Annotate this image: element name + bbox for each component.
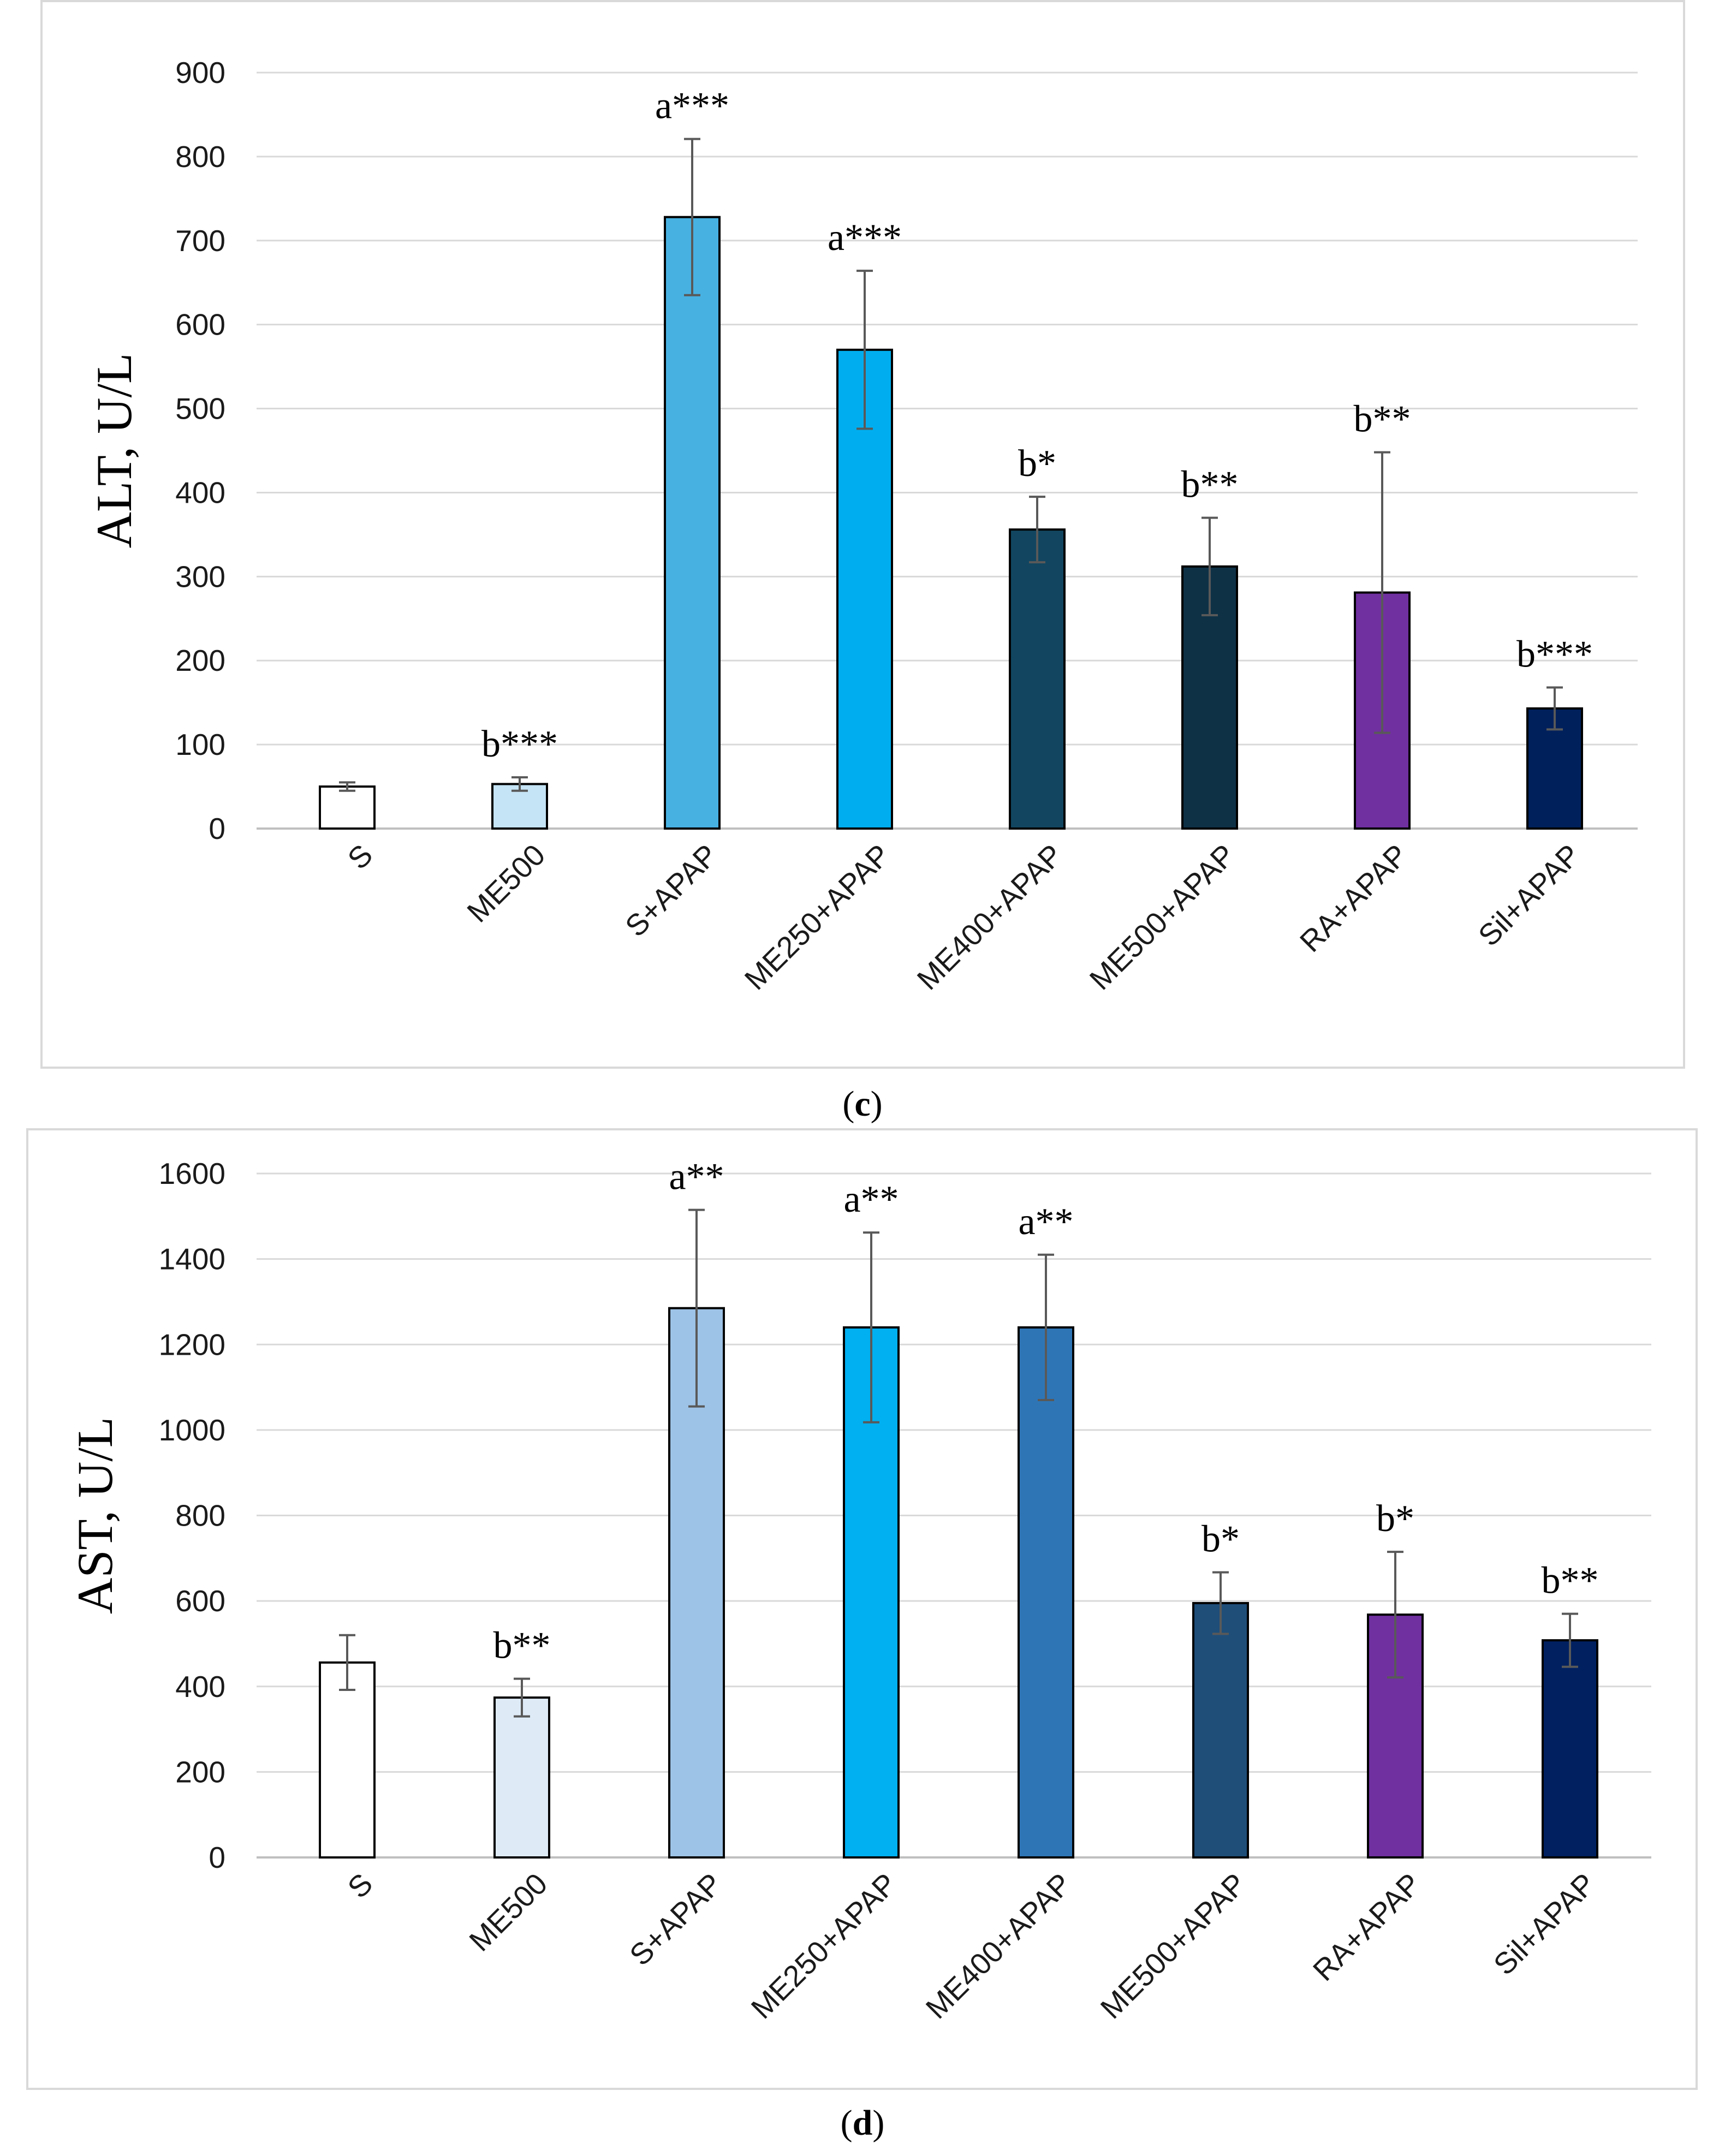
alt-significance-label: b** bbox=[1354, 398, 1411, 440]
panel-caption-d: (d) bbox=[840, 2103, 885, 2143]
ast-significance-label: a** bbox=[1018, 1201, 1073, 1243]
ast-significance-label: a** bbox=[669, 1156, 724, 1198]
ast-significance-label: b* bbox=[1201, 1518, 1240, 1561]
alt-y-tick-label: 400 bbox=[175, 475, 225, 509]
alt-significance-label: a*** bbox=[828, 217, 902, 259]
alt-y-tick-label: 600 bbox=[175, 308, 225, 342]
alt-y-tick-label: 900 bbox=[175, 56, 225, 90]
ast-y-tick-label: 600 bbox=[175, 1584, 225, 1618]
ast-bar-1 bbox=[319, 1661, 376, 1859]
alt-y-tick-label: 500 bbox=[175, 392, 225, 426]
ast-x-tick-label: ME500 bbox=[462, 1867, 554, 1958]
ast-y-tick-label: 1000 bbox=[159, 1413, 225, 1447]
ast-x-tick-label: S+APAP bbox=[623, 1867, 728, 1972]
ast-significance-label: b** bbox=[1542, 1560, 1599, 1602]
ast-bar-6 bbox=[1192, 1602, 1249, 1859]
ast-x-tick-label: Sil+APAP bbox=[1487, 1867, 1602, 1982]
alt-bar-3 bbox=[664, 216, 721, 830]
alt-significance-label: b*** bbox=[1516, 633, 1593, 675]
panel-caption-d-letter: d bbox=[852, 2103, 873, 2143]
alt-significance-label: b*** bbox=[481, 723, 558, 765]
ast-y-tick-label: 200 bbox=[175, 1755, 225, 1789]
alt-y-tick-label: 0 bbox=[209, 812, 225, 845]
alt-y-tick-label: 800 bbox=[175, 140, 225, 174]
ast-x-tick-label: RA+APAP bbox=[1306, 1867, 1427, 1987]
ast-y-axis-label: AST, U/L bbox=[67, 1417, 123, 1614]
alt-y-tick-label: 200 bbox=[175, 644, 225, 677]
alt-significance-label: b* bbox=[1018, 443, 1056, 485]
ast-y-tick-label: 800 bbox=[175, 1499, 225, 1533]
ast-y-tick-label: 1600 bbox=[159, 1157, 225, 1190]
ast-significance-label: a** bbox=[843, 1178, 899, 1220]
alt-y-tick-label: 700 bbox=[175, 224, 225, 258]
ast-y-tick-label: 0 bbox=[209, 1841, 225, 1874]
ast-bar-8 bbox=[1542, 1639, 1598, 1859]
panel-caption-c-letter: c bbox=[854, 1084, 871, 1124]
ast-y-tick-label: 1400 bbox=[159, 1242, 225, 1276]
ast-y-tick-label: 1200 bbox=[159, 1327, 225, 1361]
ast-x-tick-label: ME400+APAP bbox=[919, 1867, 1078, 2026]
alt-significance-label: b** bbox=[1181, 464, 1239, 506]
alt-significance-label: a*** bbox=[655, 85, 729, 127]
alt-bar-5 bbox=[1009, 528, 1066, 830]
ast-significance-label: b** bbox=[493, 1625, 551, 1667]
ast-y-tick-label: 400 bbox=[175, 1670, 225, 1704]
ast-x-tick-label: ME250+APAP bbox=[745, 1867, 903, 2026]
alt-y-axis-label: ALT, U/L bbox=[86, 353, 142, 549]
ast-x-tick-label: ME500+APAP bbox=[1094, 1867, 1253, 2026]
ast-x-tick-label: S bbox=[341, 1867, 379, 1905]
alt-y-tick-label: 300 bbox=[175, 559, 225, 593]
ast-bar-5 bbox=[1018, 1326, 1074, 1859]
alt-y-tick-label: 100 bbox=[175, 728, 225, 761]
panel-caption-c: (c) bbox=[842, 1084, 883, 1124]
ast-bar-2 bbox=[493, 1696, 550, 1859]
ast-significance-label: b* bbox=[1376, 1498, 1414, 1540]
